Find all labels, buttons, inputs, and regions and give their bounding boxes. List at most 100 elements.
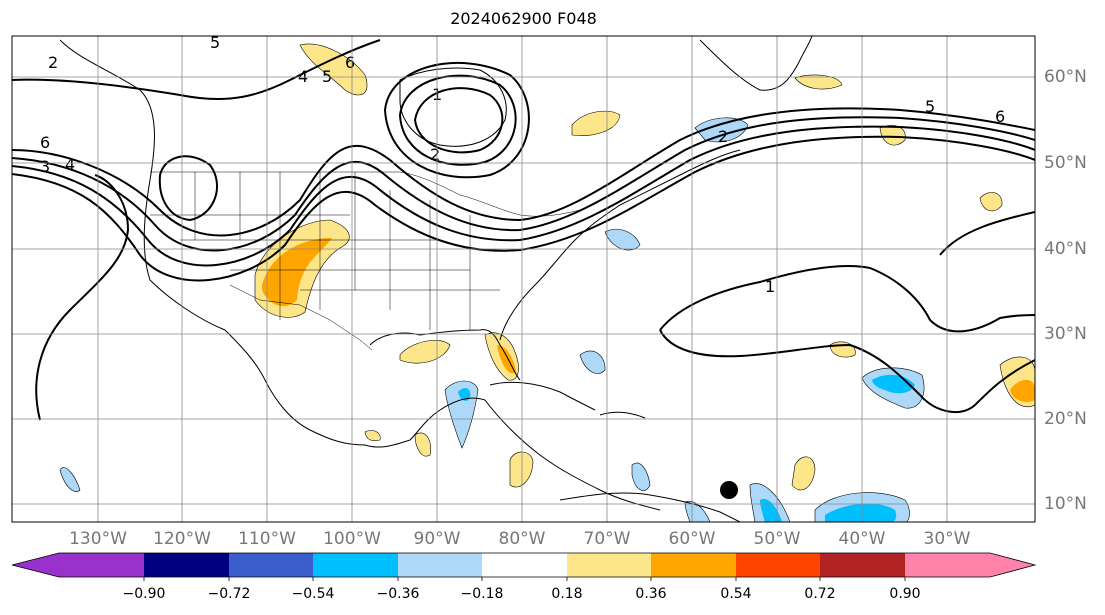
colorbar-tick-label: 0.54 <box>720 586 752 602</box>
us-canada-border <box>150 171 581 217</box>
cuba <box>489 381 596 411</box>
contour-label: 6 <box>345 53 355 72</box>
contour-east-atlantic <box>939 211 1035 256</box>
longitude-label: 40°W <box>838 529 886 549</box>
negative-anomaly-east-tropics-core <box>825 503 897 522</box>
negative-anomaly-newfoundland <box>694 117 749 143</box>
positive-anomaly-southwest-core <box>262 238 332 307</box>
contour-west-ring <box>158 155 219 222</box>
contour-subtropical-high-lower <box>659 329 1035 413</box>
longitude-label: 50°W <box>753 529 801 549</box>
longitude-label: 120°W <box>153 529 211 549</box>
borders <box>150 171 581 351</box>
colorbar-tick-label: −0.90 <box>122 586 166 602</box>
colorbar-extend-high <box>990 553 1035 577</box>
negative-anomaly-caribbean-west-core <box>458 388 471 401</box>
contour-label: 5 <box>322 67 332 86</box>
colorbar-tick-label: 0.36 <box>635 586 667 602</box>
positive-anomaly-tropical-3 <box>829 341 856 358</box>
positive-anomaly-greenland-sea <box>794 74 843 90</box>
longitude-label: 30°W <box>923 529 971 549</box>
colorbar-segment <box>651 553 736 577</box>
contour-north-low-ring-3 <box>383 62 530 179</box>
positive-anomaly-florida-core <box>497 345 516 374</box>
colorbar-tick-label: −0.54 <box>291 586 335 602</box>
anomaly-shading <box>59 43 1035 522</box>
latitude-label: 40°N <box>1044 239 1087 259</box>
contour-label: 2 <box>48 53 58 72</box>
longitude-label: 90°W <box>413 529 461 549</box>
contour-label: 1 <box>765 277 775 296</box>
north-america-west-coast <box>59 39 486 448</box>
greenland-coast <box>699 36 813 91</box>
contour-jet-2 <box>12 116 1035 252</box>
contour-label: 5 <box>210 33 220 52</box>
colorbar-tick-label: 0.18 <box>551 586 583 602</box>
colorbar-segment <box>482 553 567 577</box>
positive-anomaly-tropical-1 <box>509 451 534 488</box>
us-mexico-border <box>229 284 373 351</box>
positive-anomaly-east-atlantic-core <box>1010 379 1035 402</box>
colorbar-segment <box>59 553 144 577</box>
positive-anomaly-hudson <box>571 110 621 136</box>
colorbar-segment <box>736 553 820 577</box>
contour-label: 6 <box>40 133 50 152</box>
colorbar-extend-low <box>12 553 59 577</box>
contour-label: 4 <box>298 67 308 86</box>
negative-anomaly-pacific <box>59 467 81 492</box>
longitude-label: 110°W <box>238 529 296 549</box>
positive-anomaly-canada <box>299 43 368 96</box>
colorbar-tick-label: −0.18 <box>460 586 504 602</box>
storm-position-marker <box>720 481 738 499</box>
colorbar-segment <box>820 553 905 577</box>
contour-label: 2 <box>718 127 728 146</box>
colorbar <box>11 552 1037 581</box>
contour-label: 4 <box>65 155 75 174</box>
longitude-label: 80°W <box>498 529 546 549</box>
latitude-label: 20°N <box>1044 409 1087 429</box>
contour-labels: 2 5 6 4 5 4 6 3 1 2 5 6 1 2 <box>40 33 1005 296</box>
coastlines <box>59 36 813 522</box>
colorbar-segment <box>905 553 990 577</box>
latitude-label: 60°N <box>1044 67 1087 87</box>
negative-anomaly-bahamas <box>579 350 606 374</box>
contour-label: 3 <box>40 157 50 176</box>
contour-outer-loop <box>12 39 381 101</box>
graticule <box>12 36 1035 522</box>
colorbar-segment <box>229 553 313 577</box>
colorbar-segment <box>313 553 398 577</box>
longitude-label: 100°W <box>323 529 381 549</box>
contour-label: 5 <box>925 97 935 116</box>
negative-anomaly-panama <box>684 500 711 522</box>
latitude-label: 50°N <box>1044 153 1087 173</box>
colorbar-tick-label: 0.90 <box>889 586 921 602</box>
latitude-label: 30°N <box>1044 324 1087 344</box>
negative-anomaly-lesser-antilles <box>631 462 651 491</box>
colorbar-tick-label: 0.72 <box>804 586 836 602</box>
longitude-label: 130°W <box>69 529 127 549</box>
negative-anomaly-new-england <box>604 228 641 251</box>
gulf-coast <box>369 329 521 381</box>
contour-north-low-ring-1 <box>413 87 504 154</box>
positive-anomaly-gulf <box>399 340 451 364</box>
contour-jet-4 <box>12 135 1035 282</box>
latitude-label: 10°N <box>1044 494 1087 514</box>
longitude-label: 70°W <box>583 529 631 549</box>
contour-jet-1 <box>12 107 1035 237</box>
positive-anomaly-north-atlantic <box>879 125 906 146</box>
colorbar-tick-label: −0.72 <box>207 586 251 602</box>
positive-anomaly-small <box>364 430 381 442</box>
us-east-coast <box>499 149 741 341</box>
colorbar-outline <box>11 552 1037 578</box>
contour-pacific-loop <box>35 174 130 421</box>
colorbar-segment <box>567 553 651 577</box>
colorbar-segment <box>144 553 229 577</box>
contour-label: 6 <box>995 107 1005 126</box>
colorbar-segment <box>398 553 482 577</box>
hispaniola <box>599 411 646 419</box>
map-frame <box>11 35 1036 523</box>
contour-label: 2 <box>430 145 440 164</box>
central-america <box>484 399 661 511</box>
colorbar-tick-label: −0.36 <box>376 586 420 602</box>
